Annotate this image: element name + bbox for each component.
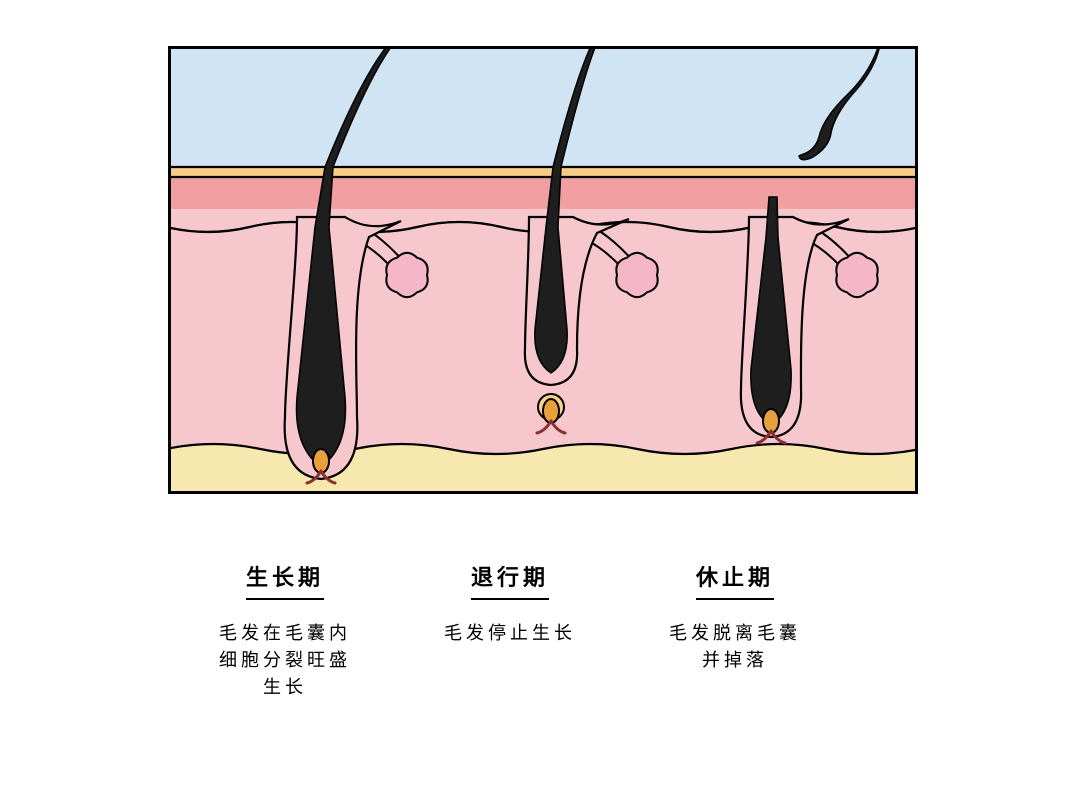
phase-title: 退行期 — [471, 560, 549, 600]
phase-desc: 毛发停止生长 — [415, 620, 605, 647]
phase-title: 生长期 — [246, 560, 324, 600]
phase-labels-row: 生长期毛发在毛囊内 细胞分裂旺盛 生长退行期毛发停止生长休止期毛发脱离毛囊 并掉… — [190, 560, 830, 701]
phase-desc: 毛发脱离毛囊 并掉落 — [640, 620, 830, 674]
phase-block-0: 生长期毛发在毛囊内 细胞分裂旺盛 生长 — [190, 560, 380, 701]
phase-desc: 毛发在毛囊内 细胞分裂旺盛 生长 — [190, 620, 380, 701]
hair-cycle-diagram — [168, 46, 918, 494]
phase-block-1: 退行期毛发停止生长 — [415, 560, 605, 701]
phase-block-2: 休止期毛发脱离毛囊 并掉落 — [640, 560, 830, 701]
diagram-svg — [171, 49, 915, 491]
phase-title: 休止期 — [696, 560, 774, 600]
